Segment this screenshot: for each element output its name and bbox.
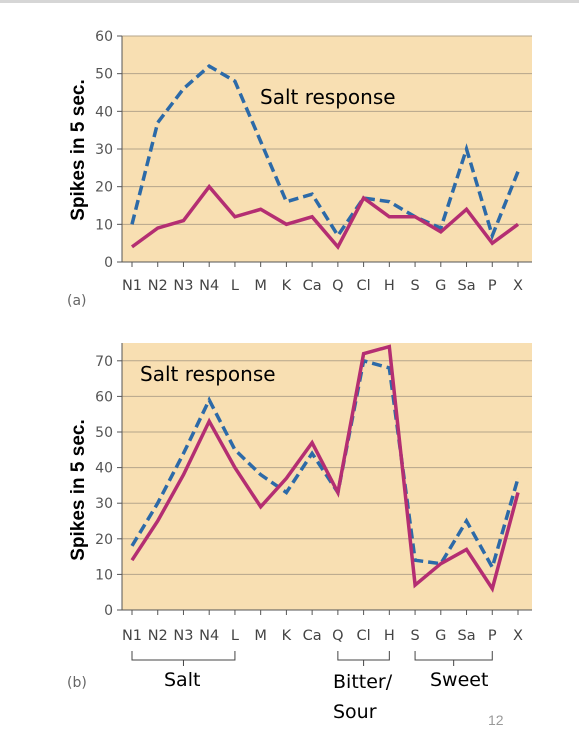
x-tick-label: Cl <box>357 278 371 294</box>
y-tick-label: 30 <box>95 496 113 512</box>
x-tick-label: S <box>410 278 419 294</box>
y-tick-label: 30 <box>95 142 113 158</box>
group-label: Sour <box>333 701 377 723</box>
y-axis-label: Spikes in 5 sec. <box>68 79 89 221</box>
x-tick-label: K <box>282 278 292 294</box>
x-tick-label: N3 <box>173 278 193 294</box>
annotation-salt-response: Salt response <box>260 85 396 109</box>
x-tick-label: Sa <box>457 278 475 294</box>
y-tick-label: 10 <box>95 217 113 233</box>
y-tick-label: 60 <box>95 29 113 45</box>
x-tick-label: G <box>435 278 446 294</box>
x-tick-label: N1 <box>122 278 142 294</box>
y-tick-label: 40 <box>95 461 113 477</box>
x-tick-label: Q <box>332 278 343 294</box>
y-tick-label: 10 <box>95 567 113 583</box>
x-tick-label: L <box>231 628 239 644</box>
x-tick-label: N2 <box>148 278 168 294</box>
x-tick-label: N4 <box>199 628 219 644</box>
y-axis-label: Spikes in 5 sec. <box>68 419 89 561</box>
annotation-salt-response: Salt response <box>140 362 276 386</box>
group-bracket <box>131 651 236 661</box>
x-tick-label: N4 <box>199 278 219 294</box>
panel-label: (a) <box>67 293 87 309</box>
slide-number: 12 <box>488 712 504 728</box>
x-tick-label: N3 <box>173 628 193 644</box>
group-bracket <box>337 651 390 661</box>
y-tick-label: 60 <box>95 389 113 405</box>
group-label: Salt <box>164 669 200 691</box>
x-tick-label: X <box>513 628 523 644</box>
y-tick-label: 50 <box>95 67 113 83</box>
y-tick-label: 0 <box>104 603 113 619</box>
x-tick-label: Cl <box>357 628 371 644</box>
x-tick-label: H <box>384 628 395 644</box>
y-tick-label: 20 <box>95 532 113 548</box>
panel-label: (b) <box>67 675 87 691</box>
group-label: Bitter/ <box>333 671 393 693</box>
x-tick-label: Q <box>332 628 343 644</box>
y-tick-label: 20 <box>95 180 113 196</box>
x-tick-label: H <box>384 278 395 294</box>
x-tick-label: M <box>254 278 267 294</box>
x-tick-label: X <box>513 278 523 294</box>
chart-a-svg: 0 10 20 30 40 50 60 N1 N2 N3 N4 L M K Ca Q Cl H S G Sa P X Salt… <box>67 29 532 309</box>
y-tick-label: 0 <box>104 255 113 271</box>
y-tick-label: 70 <box>95 354 113 370</box>
x-tick-label: N2 <box>148 628 168 644</box>
series-dashed-line <box>130 63 520 241</box>
x-tick-label: L <box>231 278 239 294</box>
series-solid-line <box>130 344 520 593</box>
top-rule <box>0 0 579 3</box>
x-tick-label: Ca <box>303 628 322 644</box>
series-solid-line <box>130 183 520 250</box>
x-tick-label: Ca <box>303 278 322 294</box>
group-label: Sweet <box>430 669 488 691</box>
x-tick-label: M <box>254 628 267 644</box>
x-tick-label: S <box>410 628 419 644</box>
y-tick-label: 40 <box>95 104 113 120</box>
x-tick-label: K <box>282 628 292 644</box>
x-tick-label: N1 <box>122 628 142 644</box>
x-tick-label: G <box>435 628 446 644</box>
x-tick-label: P <box>488 278 497 294</box>
x-tick-label: P <box>488 628 497 644</box>
chart-b: 0 10 20 30 40 50 60 70 N1 N2 N3 N4 L M K Ca Q Cl H S G Sa P X Sa… <box>0 330 579 737</box>
series-dashed-line <box>130 358 520 572</box>
chart-a: 0 10 20 30 40 50 60 N1 N2 N3 N4 L M K Ca Q Cl H S G Sa P X Salt… <box>0 0 579 330</box>
chart-b-svg: 0 10 20 30 40 50 60 70 N1 N2 N3 N4 L M K Ca Q Cl H S G Sa P X Sa… <box>67 343 532 723</box>
group-bracket <box>414 651 493 661</box>
x-tick-label: Sa <box>457 628 475 644</box>
y-tick-label: 50 <box>95 425 113 441</box>
